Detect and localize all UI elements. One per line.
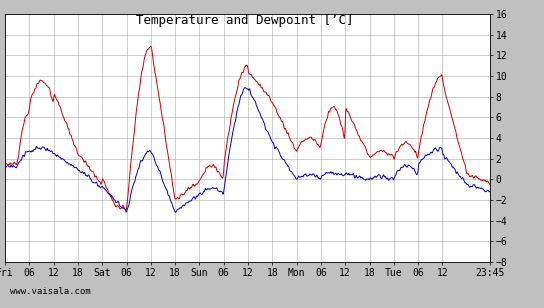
Text: www.vaisala.com: www.vaisala.com [10, 287, 91, 296]
Text: Temperature and Dewpoint [’C]: Temperature and Dewpoint [’C] [136, 14, 354, 27]
